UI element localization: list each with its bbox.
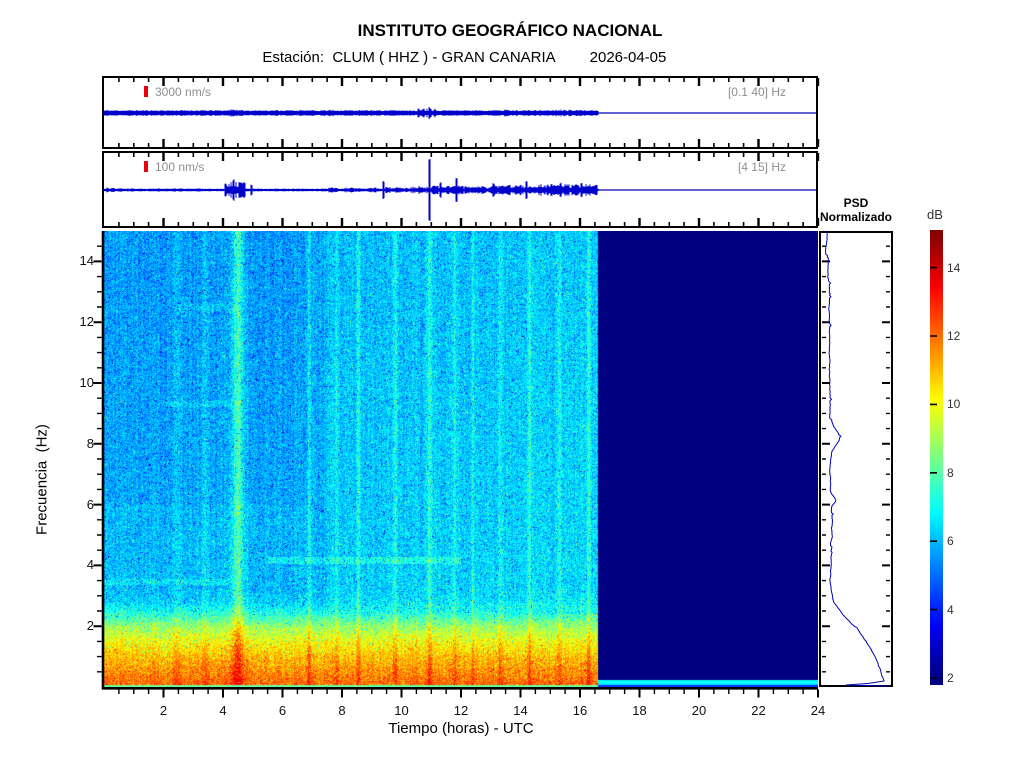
x-axis-title: Tiempo (horas) - UTC (388, 720, 534, 737)
scale-marker-broadband (144, 86, 148, 97)
page-title: INSTITUTO GEOGRÁFICO NACIONAL (357, 21, 663, 40)
x-tick-label: 10 (394, 703, 409, 718)
x-tick-label: 14 (513, 703, 528, 718)
y-tick-label: 2 (86, 618, 94, 634)
scale-marker-filtered (144, 161, 148, 172)
colorbar-tick-label: 4 (947, 602, 954, 617)
x-tick-label: 22 (751, 703, 766, 718)
y-tick-label: 4 (86, 557, 94, 573)
psd-panel (819, 231, 893, 687)
x-tick-label: 12 (453, 703, 469, 718)
x-axis-ticks-major (162, 689, 819, 698)
trace2-scale-label: 100 nm/s (155, 160, 205, 174)
x-tick-label: 8 (338, 703, 346, 718)
colorbar-title: dB (927, 207, 943, 222)
y-tick-label: 14 (79, 253, 94, 269)
colorbar-tick-label: 2 (947, 671, 954, 685)
y-tick-label: 12 (79, 314, 94, 330)
y-tick-label: 10 (79, 375, 94, 390)
x-tick-label: 18 (632, 703, 647, 718)
y-axis-ticks-major (93, 260, 102, 628)
y-tick-label: 6 (86, 496, 94, 512)
colorbar-tick-label: 8 (947, 465, 954, 480)
trace1-scale-label: 3000 nm/s (155, 85, 212, 99)
x-tick-label: 4 (219, 703, 227, 718)
trace1-band-label: [0.1 40] Hz (727, 85, 786, 99)
y-axis-title: Frecuencia (Hz) (33, 424, 51, 535)
psd-title-line1: PSD (843, 196, 869, 210)
x-tick-label: 2 (159, 703, 168, 718)
colorbar-tick-label: 6 (947, 534, 954, 549)
colorbar (930, 230, 943, 685)
colorbar-tick-label: 14 (947, 260, 961, 275)
x-tick-label: 16 (572, 703, 588, 718)
trace2-band-label: [4 15] Hz (737, 160, 786, 174)
spectrogram-canvas (104, 231, 818, 687)
colorbar-tick-label: 10 (947, 397, 961, 412)
x-axis-ticks-minor (118, 689, 804, 694)
x-tick-label: 6 (278, 703, 287, 718)
x-tick-label: 24 (810, 703, 826, 718)
x-tick-label: 20 (691, 703, 707, 718)
y-tick-label: 8 (86, 435, 94, 451)
date-label: 2026-04-05 (589, 49, 667, 66)
colorbar-tick-label: 12 (947, 329, 961, 343)
y-axis-ticks-minor (97, 245, 102, 673)
station-subtitle: Estación: CLUM ( HHZ ) - GRAN CANARIA (262, 49, 556, 66)
psd-title-line2: Normalizado (819, 210, 893, 224)
